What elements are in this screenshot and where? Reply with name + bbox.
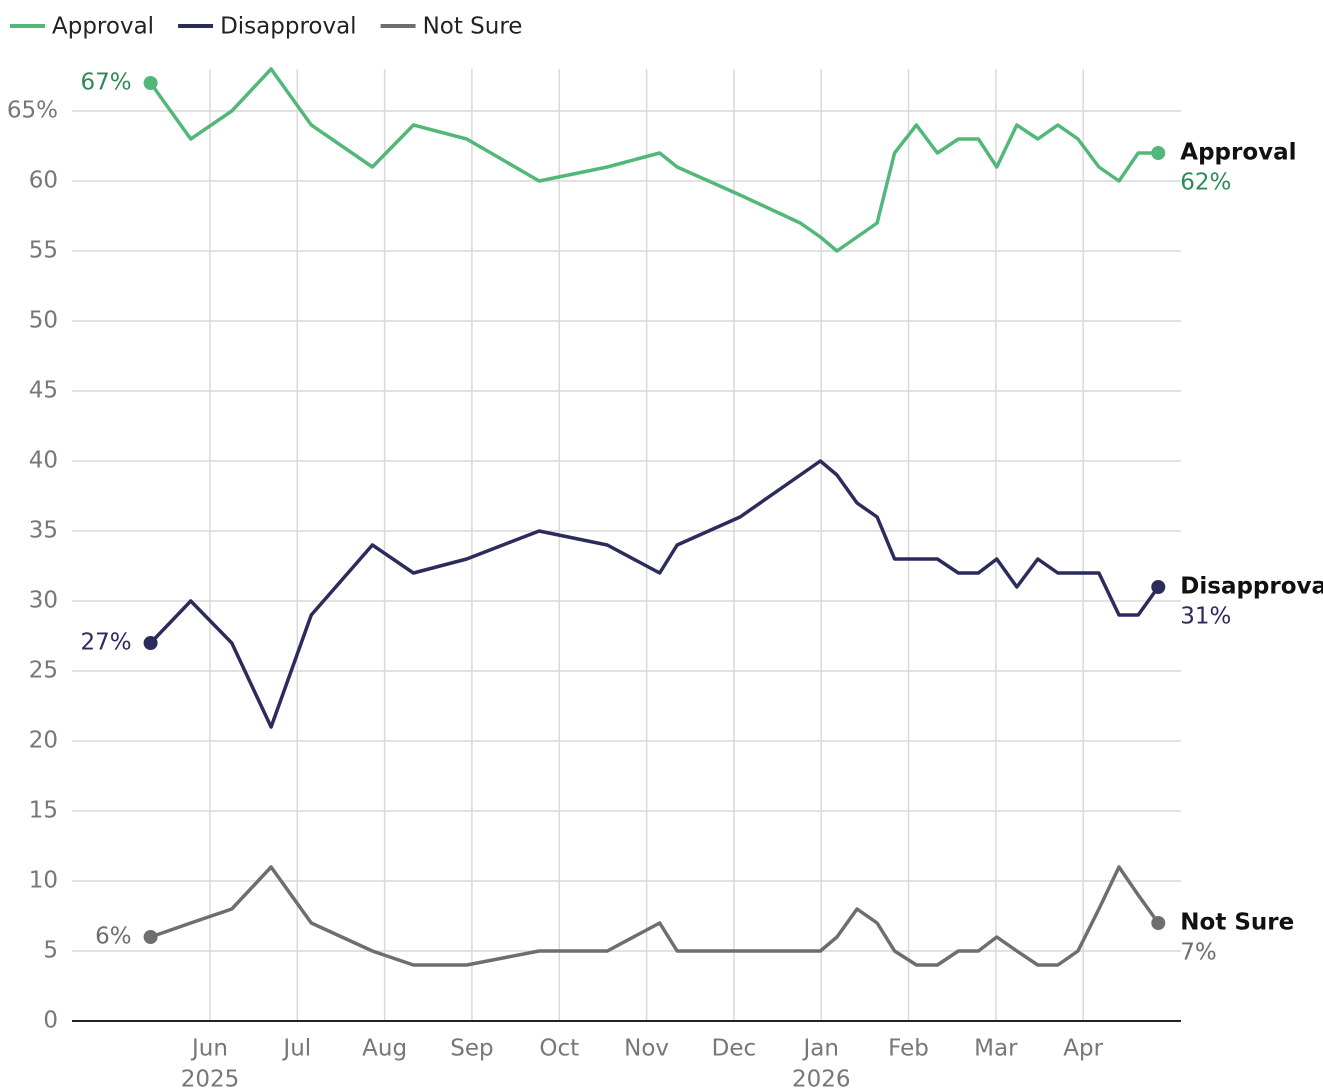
x-year-label: 2025	[181, 1067, 240, 1092]
y-tick-label: 35	[29, 518, 58, 544]
value-label: 6%	[95, 924, 132, 950]
x-tick-label: Aug	[362, 1036, 407, 1062]
y-tick-label: 20	[29, 728, 58, 754]
end-point	[1151, 580, 1166, 594]
y-tick-label: 10	[29, 868, 58, 894]
end-point	[1151, 916, 1166, 930]
series-end-name: Not Sure	[1180, 910, 1294, 936]
x-tick-label: Apr	[1063, 1036, 1103, 1062]
series-end-name: Approval	[1180, 140, 1296, 166]
legend-item: Not Sure	[380, 14, 523, 40]
value-label: 67%	[80, 70, 131, 96]
series-line	[149, 67, 1159, 253]
series-end-name: Disapproval	[1180, 574, 1323, 600]
end-point	[143, 930, 158, 944]
x-year-label: 2026	[792, 1067, 851, 1092]
y-tick-label: 50	[29, 308, 58, 334]
value-label: 7%	[1180, 940, 1217, 966]
x-tick-label: Jan	[801, 1036, 838, 1062]
value-label: 27%	[80, 630, 131, 656]
legend-label: Disapproval	[220, 14, 357, 40]
y-tick-label: 45	[29, 378, 58, 404]
x-tick-label: Jun	[190, 1036, 228, 1062]
x-tick-label: Oct	[539, 1036, 579, 1062]
x-tick-label: Mar	[974, 1036, 1018, 1062]
value-label: 62%	[1180, 170, 1231, 196]
series-line	[150, 865, 1160, 967]
y-tick-label: 15	[29, 798, 58, 824]
y-tick-label: 5	[43, 938, 58, 964]
y-tick-label: 65%	[7, 98, 58, 124]
x-tick-label: Nov	[624, 1036, 669, 1062]
y-tick-label: 25	[29, 658, 58, 684]
legend-label: Approval	[52, 14, 154, 40]
x-tick-label: Dec	[712, 1036, 757, 1062]
legend-item: Disapproval	[178, 14, 357, 40]
y-tick-label: 30	[29, 588, 58, 614]
y-tick-label: 0	[43, 1008, 58, 1034]
end-point	[1151, 146, 1166, 160]
end-point	[143, 76, 158, 90]
legend-item: Approval	[10, 14, 154, 40]
y-tick-label: 60	[29, 168, 58, 194]
y-tick-label: 55	[29, 238, 58, 264]
end-point	[143, 636, 158, 650]
y-tick-label: 40	[29, 448, 58, 474]
x-tick-label: Sep	[450, 1036, 493, 1062]
series-line	[149, 459, 1160, 729]
legend-label: Not Sure	[423, 14, 523, 40]
x-tick-label: Feb	[888, 1036, 929, 1062]
value-label: 31%	[1180, 604, 1231, 630]
x-tick-label: Jul	[281, 1036, 311, 1062]
